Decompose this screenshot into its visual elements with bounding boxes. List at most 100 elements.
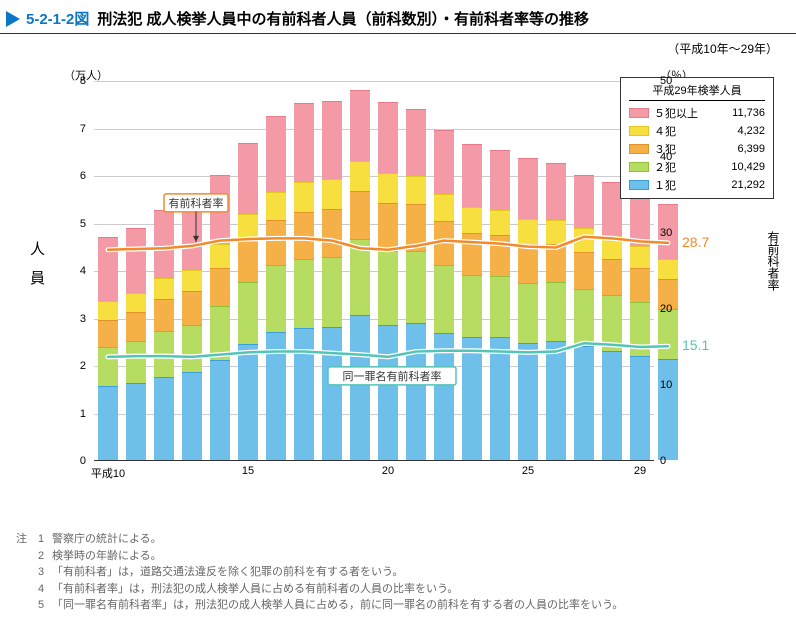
bar-segment-c2	[210, 306, 230, 360]
bar-segment-c3	[378, 203, 398, 251]
bar-segment-c3	[126, 312, 146, 341]
bar-segment-c4	[574, 228, 594, 252]
xtick: 平成10	[91, 465, 125, 481]
bar-column	[630, 194, 650, 460]
ytick-right: 50	[660, 75, 672, 87]
legend-swatch	[629, 108, 649, 118]
legend-value: 6,399	[737, 143, 765, 155]
bar-segment-c4	[350, 161, 370, 190]
note-number: 1	[38, 531, 52, 548]
footnotes: 注1警察庁の統計による。2検挙時の年齢による。3「有前科者」は，道路交通法違反を…	[0, 521, 796, 624]
bar-segment-c5	[574, 175, 594, 228]
bar-segment-c3	[182, 291, 202, 324]
bar-segment-c3	[294, 212, 314, 260]
bar-segment-c2	[518, 283, 538, 343]
bar-segment-c3	[350, 191, 370, 239]
bar-segment-c4	[182, 270, 202, 292]
y-right-title: 有前科者率	[765, 231, 782, 291]
bar-segment-c5	[182, 200, 202, 270]
note-number: 4	[38, 581, 52, 598]
bar-segment-c3	[266, 220, 286, 265]
legend-swatch	[629, 180, 649, 190]
bar-segment-c1	[238, 344, 258, 460]
bar-segment-c2	[238, 282, 258, 344]
bar-segment-c2	[546, 282, 566, 341]
bar-segment-c5	[406, 109, 426, 176]
bar-segment-c5	[238, 143, 258, 214]
legend-swatch	[629, 144, 649, 154]
ytick-left: 1	[64, 408, 86, 420]
bar-column	[574, 175, 594, 460]
note-number: 5	[38, 597, 52, 614]
legend-label: １犯	[654, 177, 676, 193]
y-left-title: 人員	[26, 241, 47, 299]
bar-segment-c1	[434, 333, 454, 460]
bar-segment-c3	[154, 299, 174, 331]
bar-segment-c1	[406, 323, 426, 460]
bar-segment-c4	[602, 236, 622, 259]
legend-row: ２犯10,429	[629, 158, 765, 176]
bar-segment-c2	[266, 265, 286, 332]
legend-label: ４犯	[654, 123, 676, 139]
bar-segment-c1	[378, 325, 398, 460]
bar-segment-c4	[126, 293, 146, 312]
legend-row: ４犯4,232	[629, 122, 765, 140]
triangle-icon	[6, 11, 20, 27]
bar-column	[658, 204, 678, 460]
figure-title: 刑法犯 成人検挙人員中の有前科者人員（前科数別）・有前科者率等の推移	[97, 8, 589, 29]
bar-column	[518, 158, 538, 460]
bar-column	[294, 103, 314, 460]
bar-column	[154, 210, 174, 460]
bar-segment-c2	[378, 251, 398, 325]
bar-segment-c4	[378, 173, 398, 202]
svg-text:28.7: 28.7	[682, 234, 709, 250]
bar-segment-c2	[602, 295, 622, 351]
note-prefix	[16, 564, 38, 581]
bar-segment-c5	[518, 158, 538, 219]
bar-column	[490, 150, 510, 460]
bar-segment-c5	[462, 144, 482, 207]
bar-column	[98, 237, 118, 460]
bar-segment-c4	[238, 214, 258, 240]
bar-segment-c5	[434, 130, 454, 193]
bar-segment-c5	[322, 101, 342, 179]
note-prefix	[16, 548, 38, 565]
xtick: 15	[242, 465, 254, 477]
xtick: 20	[382, 465, 394, 477]
bar-segment-c1	[630, 356, 650, 461]
bar-segment-c1	[574, 346, 594, 460]
bar-segment-c2	[322, 257, 342, 327]
chart-area: （万人） （％） 人員 有前科者率 28.715.1有前科者率同一罪名有前科者率…	[24, 61, 784, 521]
ytick-left: 0	[64, 455, 86, 467]
note-number: 3	[38, 564, 52, 581]
bar-segment-c3	[322, 209, 342, 257]
bar-segment-c5	[602, 182, 622, 237]
bar-segment-c4	[294, 182, 314, 211]
bar-segment-c4	[462, 207, 482, 233]
bar-segment-c4	[434, 194, 454, 222]
bar-column	[210, 175, 230, 460]
bar-segment-c5	[378, 102, 398, 173]
bar-column	[406, 109, 426, 460]
bar-column	[434, 130, 454, 460]
legend-row: ３犯6,399	[629, 140, 765, 158]
bar-segment-c3	[490, 235, 510, 275]
bar-segment-c3	[98, 320, 118, 348]
bar-segment-c3	[518, 244, 538, 283]
bar-segment-c4	[210, 244, 230, 268]
bar-column	[322, 101, 342, 460]
bar-segment-c1	[98, 386, 118, 460]
bar-column	[546, 163, 566, 460]
bar-segment-c1	[154, 377, 174, 460]
xtick: 25	[522, 465, 534, 477]
note-text: 警察庁の統計による。	[52, 531, 162, 548]
bar-column	[182, 200, 202, 460]
bar-segment-c2	[98, 347, 118, 386]
bar-segment-c2	[490, 276, 510, 337]
bar-segment-c1	[126, 383, 146, 460]
legend-swatch	[629, 162, 649, 172]
bar-segment-c3	[434, 221, 454, 265]
bar-segment-c2	[658, 309, 678, 358]
bar-segment-c1	[490, 337, 510, 461]
bar-segment-c2	[406, 251, 426, 323]
